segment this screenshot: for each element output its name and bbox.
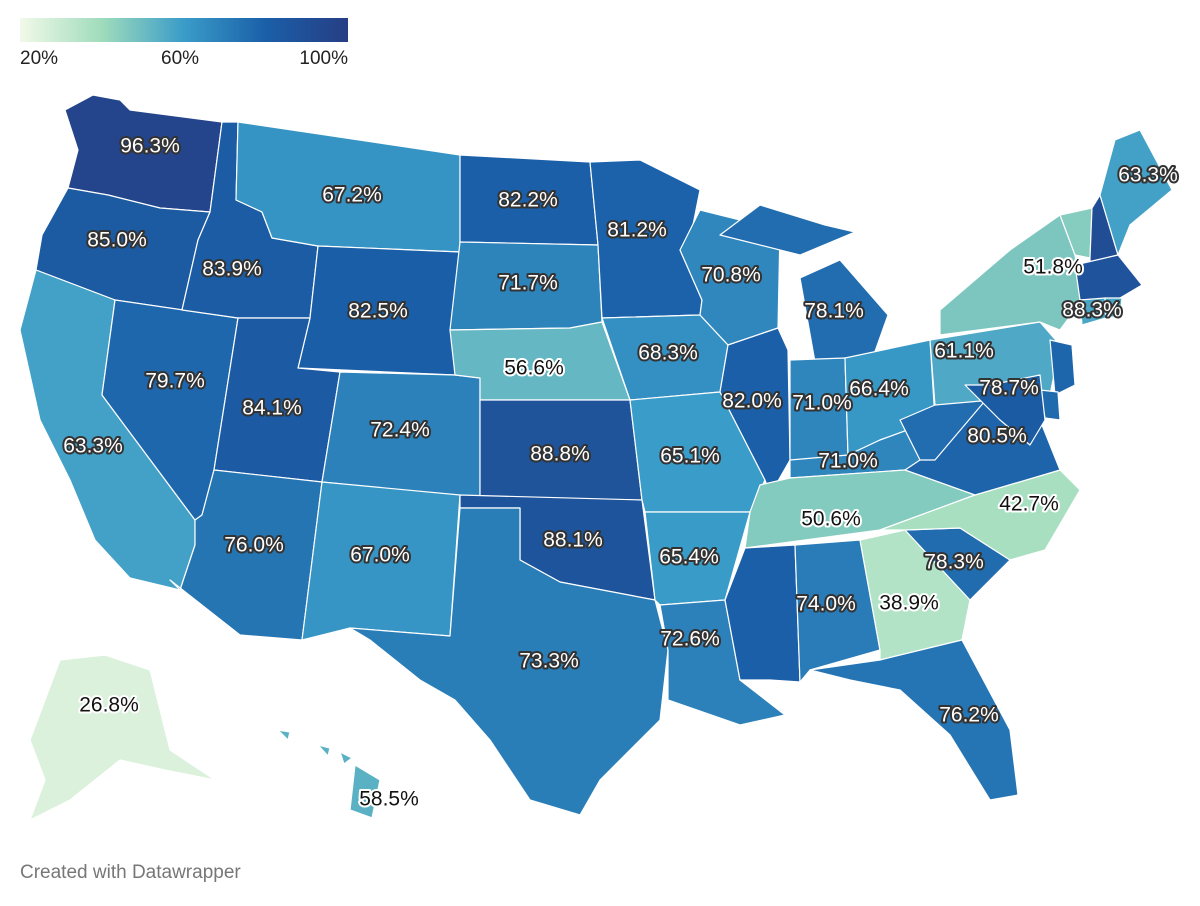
legend-max-label: 100% (299, 48, 348, 69)
state-label-ar: 65.4% (659, 546, 719, 569)
state-label-me: 63.3% (1118, 164, 1178, 187)
state-tx[interactable] (349, 507, 669, 816)
state-label-in: 71.0% (792, 392, 852, 415)
state-il[interactable] (719, 327, 791, 496)
legend-mid-label: 60% (161, 48, 200, 69)
state-label-or: 85.0% (87, 229, 147, 252)
state-label-ne: 56.6% (504, 357, 564, 380)
legend-min-label: 20% (20, 48, 59, 69)
legend-gradient-bar (20, 18, 348, 42)
state-label-tx: 73.3% (519, 650, 579, 673)
state-label-nd: 82.2% (498, 189, 558, 212)
state-label-mi: 78.1% (804, 300, 864, 323)
state-label-hi: 58.5% (359, 788, 419, 811)
state-label-nm: 67.0% (350, 544, 410, 567)
state-al[interactable] (794, 539, 881, 683)
state-label-fl: 76.2% (939, 704, 999, 727)
state-label-id: 83.9% (202, 258, 262, 281)
state-nj[interactable] (1049, 339, 1076, 396)
state-label-nc: 42.7% (999, 493, 1059, 516)
color-legend: 20% 60% 100% (20, 18, 348, 78)
state-label-co: 72.4% (370, 419, 430, 442)
state-label-ak: 26.8% (79, 694, 139, 717)
credit-line: Created with Datawrapper (20, 862, 241, 883)
state-fl[interactable] (809, 639, 1019, 801)
state-label-ut: 84.1% (242, 397, 302, 420)
state-label-mo: 65.1% (660, 445, 720, 468)
state-label-nv: 79.7% (145, 370, 205, 393)
state-label-al: 74.0% (796, 593, 856, 616)
state-label-wy: 82.5% (348, 300, 408, 323)
state-label-pa: 61.1% (934, 340, 994, 363)
state-label-sd: 71.7% (498, 272, 558, 295)
state-label-ok: 88.1% (543, 529, 603, 552)
state-label-ky: 71.0% (818, 450, 878, 473)
state-label-ny: 51.8% (1023, 256, 1083, 279)
labels-layer: 96.3% 85.0% 63.3% 79.7% 83.9% 67.2% 82.5% 84.1%… (61, 133, 1180, 813)
state-label-wa: 96.3% (120, 135, 180, 158)
state-md[interactable] (964, 374, 1046, 446)
state-label-ga: 38.9% (879, 592, 939, 615)
state-ri[interactable] (1104, 297, 1123, 319)
state-hi[interactable] (277, 729, 381, 819)
state-label-wi: 70.8% (701, 264, 761, 287)
state-label-mt: 67.2% (322, 184, 382, 207)
state-label-va: 80.5% (967, 425, 1027, 448)
state-label-sc: 78.3% (924, 551, 984, 574)
state-ma[interactable] (1074, 254, 1143, 301)
state-label-ia: 68.3% (638, 342, 698, 365)
state-mi-upper[interactable] (719, 204, 856, 256)
state-label-oh: 66.4% (849, 378, 909, 401)
state-label-de: 78.7% (979, 377, 1039, 400)
states-layer (19, 94, 1173, 821)
state-label-ma: 88.3% (1062, 299, 1122, 322)
state-label-az: 76.0% (224, 534, 284, 557)
state-ms[interactable] (724, 544, 801, 683)
state-label-il: 82.0% (722, 390, 782, 413)
state-mi[interactable] (799, 259, 889, 363)
state-label-la: 72.6% (660, 628, 720, 651)
state-label-mn: 81.2% (607, 219, 667, 242)
state-wy[interactable] (297, 245, 461, 376)
state-label-tn: 50.6% (801, 508, 861, 531)
state-label-ks: 88.8% (530, 443, 590, 466)
state-label-ca: 63.3% (63, 435, 123, 458)
state-ak[interactable] (29, 654, 216, 821)
